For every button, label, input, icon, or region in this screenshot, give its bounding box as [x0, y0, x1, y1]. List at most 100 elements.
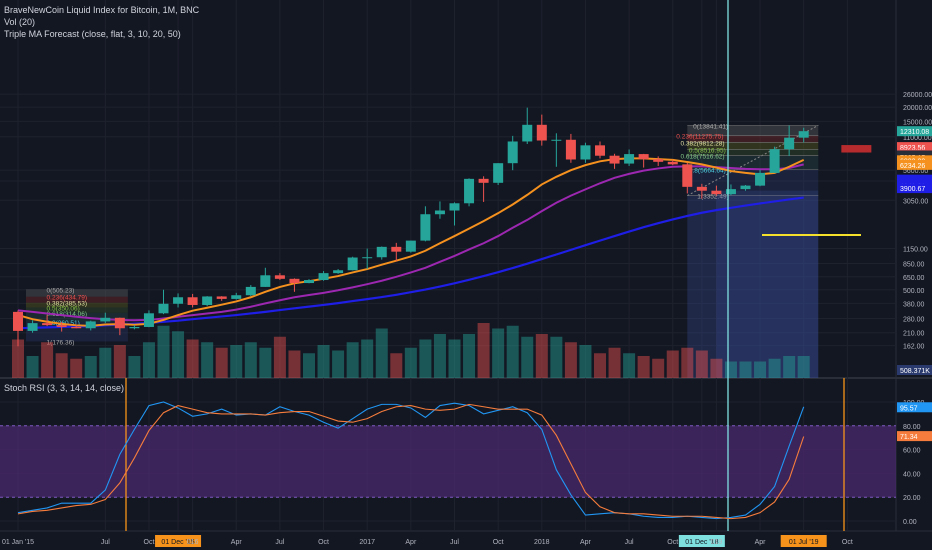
- price-tick-label: 650.00: [903, 275, 925, 282]
- volume-bar: [41, 342, 54, 378]
- time-label-highlight: [678, 535, 725, 547]
- price-label-box: [897, 142, 932, 153]
- candle-body: [755, 172, 766, 186]
- candle-body: [143, 313, 154, 327]
- price-tick-label: 280.00: [903, 316, 925, 323]
- price-label-text: 6234.26: [900, 163, 925, 170]
- stoch-rsi-lines: [17, 401, 805, 520]
- price-tick-label: 500.00: [903, 288, 925, 295]
- candle-body: [725, 189, 736, 195]
- volume-bar: [259, 347, 272, 378]
- time-tick-label: Oct: [493, 539, 504, 546]
- volume-bar: [492, 328, 505, 378]
- candle-body: [449, 203, 460, 211]
- long-position-zone: [716, 190, 819, 378]
- fib-level-label-left: 0.618(314.06): [47, 311, 87, 318]
- volume-bar: [390, 353, 403, 378]
- candle-body: [696, 186, 707, 191]
- stoch-tick-label: 20.00: [903, 495, 921, 502]
- price-label-box: [897, 126, 932, 137]
- stoch-rsi-band: [0, 425, 896, 498]
- drawing-tools[interactable]: [125, 0, 861, 531]
- volume-bar: [433, 334, 446, 378]
- candle-body: [784, 137, 795, 150]
- volume-bar: [113, 345, 126, 378]
- candle-body: [391, 246, 402, 252]
- candlesticks[interactable]: [13, 107, 809, 347]
- candle-body: [609, 155, 620, 164]
- candle-body: [231, 295, 242, 299]
- time-tick-label: 2018: [534, 539, 550, 546]
- time-tick-label: Oct: [144, 539, 155, 546]
- candle-body: [129, 326, 140, 329]
- time-tick-label: Jul: [625, 539, 634, 546]
- volume-bar: [797, 356, 810, 378]
- volume-bar: [55, 353, 68, 378]
- stoch-tick-label: 80.00: [903, 424, 921, 431]
- candle-body: [347, 257, 358, 271]
- candle-body: [405, 240, 416, 252]
- time-tick-label: Jul: [101, 539, 110, 546]
- volume-legend[interactable]: Vol (20): [4, 17, 36, 27]
- main-series-legend[interactable]: BraveNewCoin Liquid Index for Bitcoin, 1…: [4, 5, 200, 15]
- volume-bar: [681, 347, 694, 378]
- stoch-d-line: [17, 403, 805, 520]
- candle-body: [260, 275, 271, 287]
- fib-level-label: 1(3352.49): [697, 194, 728, 201]
- volume-bar: [215, 347, 228, 378]
- volume-bar: [230, 345, 243, 378]
- price-label-box: [897, 159, 932, 170]
- price-tick-label: 380.00: [903, 301, 925, 308]
- fibonacci-retracements[interactable]: 0(13841.41) 0.236(11275.75)0.382(9812.28)…: [26, 123, 872, 378]
- time-tick-label: 01 Jan '15: [2, 539, 34, 546]
- volume-bar: [172, 331, 185, 378]
- candle-body: [85, 321, 96, 329]
- candle-body: [114, 317, 125, 329]
- volume-bar: [419, 339, 432, 378]
- volume-bar: [463, 334, 476, 378]
- volume-bars: [12, 323, 810, 378]
- projection-box-red: [841, 145, 872, 153]
- candle-body: [551, 139, 562, 141]
- candle-body: [536, 124, 547, 141]
- time-tick-label: Apr: [405, 539, 417, 546]
- fib-zone-left: [26, 302, 128, 308]
- time-tick-label: 2017: [359, 539, 375, 546]
- price-tick-label: 1150.00: [903, 247, 928, 254]
- fib-level-label: 0.382(9812.28): [681, 140, 725, 147]
- fib-level-label-left: 0.382(385.53): [47, 301, 87, 308]
- volume-bar: [84, 356, 97, 378]
- candle-body: [100, 317, 111, 322]
- candle-body: [740, 185, 751, 190]
- fib-trend-line: [687, 124, 819, 197]
- price-tick-label: 26000.00: [903, 92, 932, 99]
- volume-bar: [317, 345, 330, 378]
- time-tick-label: 01 Dec '18: [685, 539, 718, 546]
- candle-body: [653, 159, 664, 162]
- fib-level-label: 0.618(7516.62): [681, 154, 725, 161]
- stoch-k-line: [17, 401, 805, 520]
- fib-projection: [687, 195, 819, 378]
- volume-bar: [652, 358, 665, 378]
- volume-bar: [754, 361, 767, 378]
- candle-body: [333, 270, 344, 274]
- candle-body: [42, 323, 53, 326]
- fib-zone: [687, 149, 819, 156]
- volume-bar: [594, 353, 606, 378]
- volume-bar: [623, 353, 636, 378]
- volume-bar: [521, 336, 534, 378]
- volume-bar: [244, 342, 257, 378]
- stoch-rsi-legend[interactable]: Stoch RSI (3, 3, 14, 14, close): [4, 383, 125, 393]
- ma-forecast-legend[interactable]: Triple MA Forecast (close, flat, 3, 10, …: [4, 29, 181, 39]
- candle-body: [624, 154, 635, 164]
- fib-level-label-left: 0.5(350.06): [47, 305, 80, 312]
- volume-bar: [142, 342, 155, 378]
- time-tick-label: 016: [187, 539, 199, 546]
- candle-body: [464, 178, 475, 204]
- fib-level-label: 0.5(8516.95): [689, 147, 726, 154]
- candle-body: [595, 145, 605, 156]
- volume-bar: [710, 358, 723, 378]
- candle-body: [318, 273, 329, 281]
- candle-body: [667, 161, 678, 165]
